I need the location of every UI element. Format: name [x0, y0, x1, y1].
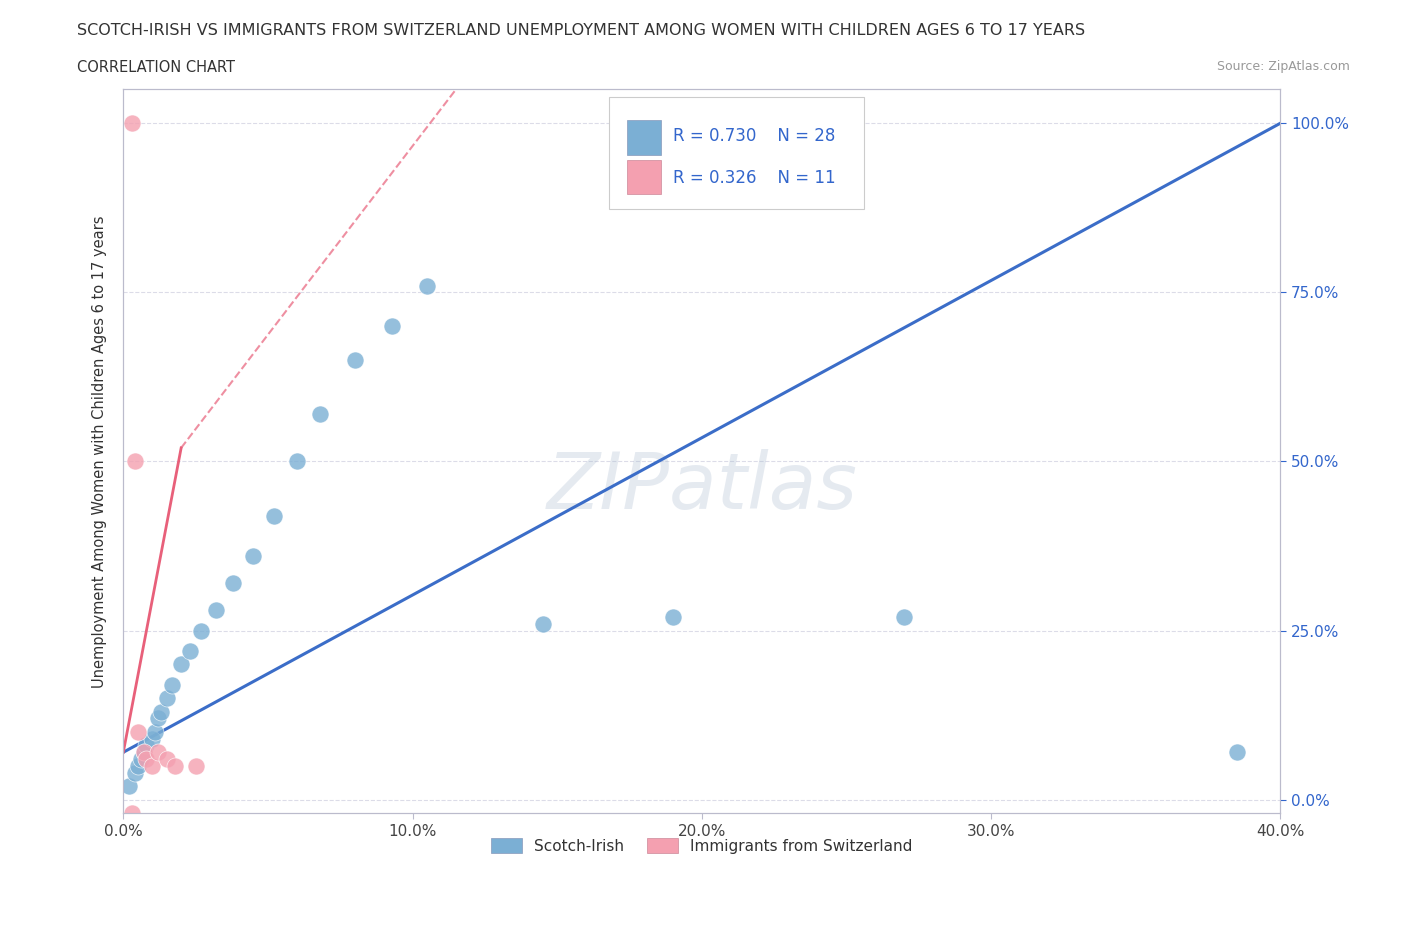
Point	[135, 751, 157, 766]
Point	[263, 508, 285, 523]
Text: R = 0.326    N = 11: R = 0.326 N = 11	[673, 169, 835, 188]
Point	[285, 454, 308, 469]
Point	[127, 758, 149, 773]
Point	[162, 677, 184, 692]
FancyBboxPatch shape	[609, 97, 863, 209]
Point	[129, 751, 152, 766]
Point	[118, 778, 141, 793]
Point	[156, 751, 179, 766]
Point	[146, 711, 169, 726]
Point	[222, 576, 245, 591]
Point	[309, 406, 332, 421]
Text: CORRELATION CHART: CORRELATION CHART	[77, 60, 235, 75]
Point	[146, 745, 169, 760]
Point	[179, 644, 201, 658]
Text: ZIPatlas: ZIPatlas	[547, 449, 858, 525]
FancyBboxPatch shape	[627, 160, 661, 194]
Point	[165, 758, 187, 773]
Point	[132, 745, 155, 760]
Y-axis label: Unemployment Among Women with Children Ages 6 to 17 years: Unemployment Among Women with Children A…	[93, 215, 107, 687]
Point	[190, 623, 212, 638]
Point	[124, 454, 146, 469]
Point	[343, 352, 366, 367]
Point	[893, 609, 915, 624]
Point	[205, 603, 228, 618]
Point	[381, 319, 404, 334]
Legend: Scotch-Irish, Immigrants from Switzerland: Scotch-Irish, Immigrants from Switzerlan…	[485, 831, 918, 859]
Point	[184, 758, 207, 773]
Point	[1226, 745, 1249, 760]
Point	[156, 691, 179, 706]
Point	[127, 724, 149, 739]
Point	[124, 765, 146, 780]
Text: SCOTCH-IRISH VS IMMIGRANTS FROM SWITZERLAND UNEMPLOYMENT AMONG WOMEN WITH CHILDR: SCOTCH-IRISH VS IMMIGRANTS FROM SWITZERL…	[77, 23, 1085, 38]
Point	[170, 657, 193, 671]
Point	[149, 704, 172, 719]
Point	[662, 609, 685, 624]
Point	[121, 805, 143, 820]
Point	[416, 278, 439, 293]
Text: R = 0.730    N = 28: R = 0.730 N = 28	[673, 127, 835, 145]
Point	[143, 724, 166, 739]
Point	[531, 617, 554, 631]
Point	[132, 745, 155, 760]
FancyBboxPatch shape	[627, 120, 661, 154]
Point	[121, 115, 143, 130]
Point	[141, 758, 163, 773]
Point	[242, 549, 264, 564]
Point	[135, 738, 157, 753]
Text: Source: ZipAtlas.com: Source: ZipAtlas.com	[1216, 60, 1350, 73]
Point	[141, 731, 163, 746]
